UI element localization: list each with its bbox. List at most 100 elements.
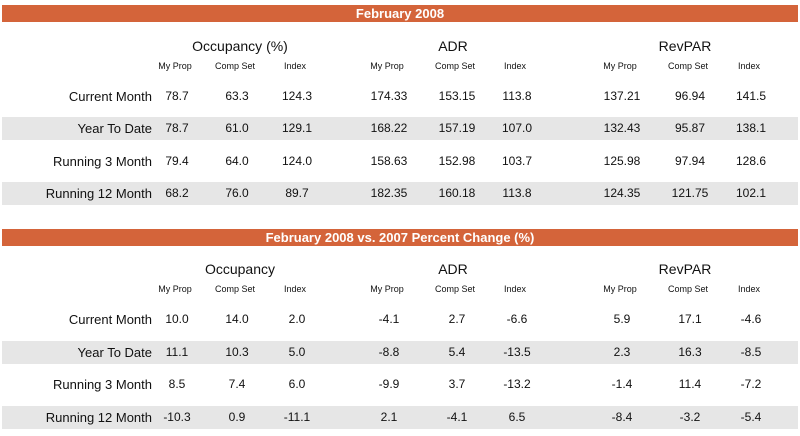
subheader-comp-set: Comp Set xyxy=(434,284,476,294)
cell-occupancy-my-prop: 11.1 xyxy=(165,345,189,359)
section-title-banner: February 2008 xyxy=(2,5,798,22)
subheader-my-prop: My Prop xyxy=(603,61,637,71)
cell-occupancy-my-prop: 8.5 xyxy=(168,377,186,391)
cell-revpar-comp-set: 96.94 xyxy=(674,89,706,103)
cell-occupancy-my-prop: 68.2 xyxy=(165,186,189,200)
subheader-comp-set: Comp Set xyxy=(214,61,256,71)
cell-revpar-index: -8.5 xyxy=(740,345,762,359)
group-header-revpar: RevPAR xyxy=(658,38,712,54)
group-header-occupancy: Occupancy (%) xyxy=(192,38,288,54)
cell-revpar-comp-set: -3.2 xyxy=(679,410,701,424)
table-row: Current Month 78.7 63.3 124.3 174.33 153… xyxy=(2,85,798,108)
cell-revpar-index: -5.4 xyxy=(740,410,762,424)
row-label: Running 12 Month xyxy=(45,186,152,201)
table-row: Current Month 10.0 14.0 2.0 -4.1 2.7 -6.… xyxy=(2,308,798,331)
cell-adr-comp-set: 160.18 xyxy=(438,186,476,200)
cell-adr-my-prop: 174.33 xyxy=(370,89,408,103)
cell-occupancy-my-prop: 78.7 xyxy=(165,121,189,135)
subheader-my-prop: My Prop xyxy=(370,61,404,71)
cell-occupancy-index: 89.7 xyxy=(285,186,309,200)
subheader-index: Index xyxy=(503,61,527,71)
cell-occupancy-index: 129.1 xyxy=(281,121,313,135)
cell-adr-index: 107.0 xyxy=(501,121,533,135)
subheader-comp-set: Comp Set xyxy=(667,61,709,71)
cell-occupancy-index: 2.0 xyxy=(288,312,306,326)
row-label: Current Month xyxy=(68,89,152,104)
subheader-index: Index xyxy=(737,61,761,71)
cell-revpar-index: -4.6 xyxy=(740,312,762,326)
row-label: Running 3 Month xyxy=(52,377,152,392)
cell-adr-comp-set: 157.19 xyxy=(438,121,476,135)
cell-revpar-index: 128.6 xyxy=(735,154,767,168)
cell-occupancy-my-prop: 10.0 xyxy=(165,312,189,326)
row-label: Running 12 Month xyxy=(45,410,152,425)
cell-occupancy-my-prop: -10.3 xyxy=(163,410,191,424)
cell-adr-my-prop: -9.9 xyxy=(378,377,400,391)
cell-revpar-my-prop: 137.21 xyxy=(603,89,641,103)
cell-adr-my-prop: 182.35 xyxy=(370,186,408,200)
cell-occupancy-index: 124.3 xyxy=(281,89,313,103)
cell-occupancy-comp-set: 63.3 xyxy=(225,89,249,103)
cell-occupancy-comp-set: 10.3 xyxy=(225,345,249,359)
cell-revpar-my-prop: -1.4 xyxy=(611,377,633,391)
row-label: Year To Date xyxy=(77,345,152,360)
cell-adr-index: 103.7 xyxy=(501,154,533,168)
cell-adr-comp-set: -4.1 xyxy=(446,410,468,424)
cell-revpar-my-prop: -8.4 xyxy=(611,410,633,424)
cell-revpar-comp-set: 121.75 xyxy=(671,186,709,200)
cell-adr-index: -13.5 xyxy=(503,345,531,359)
subheader-comp-set: Comp Set xyxy=(434,61,476,71)
cell-revpar-index: 102.1 xyxy=(735,186,767,200)
cell-adr-index: 113.8 xyxy=(502,89,532,103)
cell-revpar-comp-set: 17.1 xyxy=(678,312,702,326)
subheader-my-prop: My Prop xyxy=(370,284,404,294)
group-header-adr: ADR xyxy=(438,261,468,277)
cell-occupancy-comp-set: 14.0 xyxy=(225,312,249,326)
table-row: Running 12 Month -10.3 0.9 -11.1 2.1 -4.… xyxy=(2,406,798,429)
cell-revpar-my-prop: 125.98 xyxy=(603,154,641,168)
subheader-index: Index xyxy=(503,284,527,294)
subheader-comp-set: Comp Set xyxy=(667,284,709,294)
cell-adr-comp-set: 2.7 xyxy=(448,312,466,326)
cell-revpar-my-prop: 132.43 xyxy=(603,121,641,135)
cell-occupancy-comp-set: 76.0 xyxy=(225,186,249,200)
table-row: Running 3 Month 79.4 64.0 124.0 158.63 1… xyxy=(2,150,798,173)
cell-revpar-index: 138.1 xyxy=(735,121,767,135)
group-header-occupancy: Occupancy xyxy=(204,261,276,277)
table-row: Year To Date 11.1 10.3 5.0 -8.8 5.4 -13.… xyxy=(2,341,798,364)
table-row: Running 3 Month 8.5 7.4 6.0 -9.9 3.7 -13… xyxy=(2,373,798,396)
section-title-banner: February 2008 vs. 2007 Percent Change (%… xyxy=(2,229,798,246)
cell-occupancy-my-prop: 79.4 xyxy=(165,154,189,168)
cell-occupancy-index: 5.0 xyxy=(288,345,306,359)
subheader-my-prop: My Prop xyxy=(158,61,192,71)
group-header-revpar: RevPAR xyxy=(658,261,712,277)
cell-adr-comp-set: 5.4 xyxy=(448,345,466,359)
cell-adr-my-prop: -4.1 xyxy=(378,312,400,326)
subheader-comp-set: Comp Set xyxy=(214,284,256,294)
cell-occupancy-index: 6.0 xyxy=(288,377,306,391)
subheader-my-prop: My Prop xyxy=(158,284,192,294)
cell-adr-comp-set: 153.15 xyxy=(438,89,476,103)
cell-revpar-my-prop: 2.3 xyxy=(613,345,631,359)
cell-adr-index: 6.5 xyxy=(508,410,526,424)
row-label: Current Month xyxy=(68,312,152,327)
cell-occupancy-comp-set: 64.0 xyxy=(225,154,249,168)
cell-revpar-comp-set: 97.94 xyxy=(674,154,706,168)
cell-revpar-my-prop: 5.9 xyxy=(613,312,631,326)
subheader-my-prop: My Prop xyxy=(603,284,637,294)
cell-adr-my-prop: 168.22 xyxy=(370,121,408,135)
cell-adr-my-prop: -8.8 xyxy=(378,345,400,359)
cell-revpar-my-prop: 124.35 xyxy=(603,186,641,200)
cell-adr-comp-set: 152.98 xyxy=(438,154,476,168)
cell-adr-my-prop: 2.1 xyxy=(380,410,398,424)
cell-revpar-index: 141.5 xyxy=(735,89,767,103)
cell-revpar-comp-set: 16.3 xyxy=(678,345,702,359)
row-label: Year To Date xyxy=(77,121,152,136)
cell-occupancy-comp-set: 7.4 xyxy=(228,377,246,391)
subheader-index: Index xyxy=(737,284,761,294)
cell-occupancy-my-prop: 78.7 xyxy=(165,89,189,103)
cell-revpar-comp-set: 95.87 xyxy=(674,121,706,135)
table-row: Year To Date 78.7 61.0 129.1 168.22 157.… xyxy=(2,117,798,140)
subheader-index: Index xyxy=(283,61,307,71)
cell-occupancy-index: -11.1 xyxy=(283,410,311,424)
